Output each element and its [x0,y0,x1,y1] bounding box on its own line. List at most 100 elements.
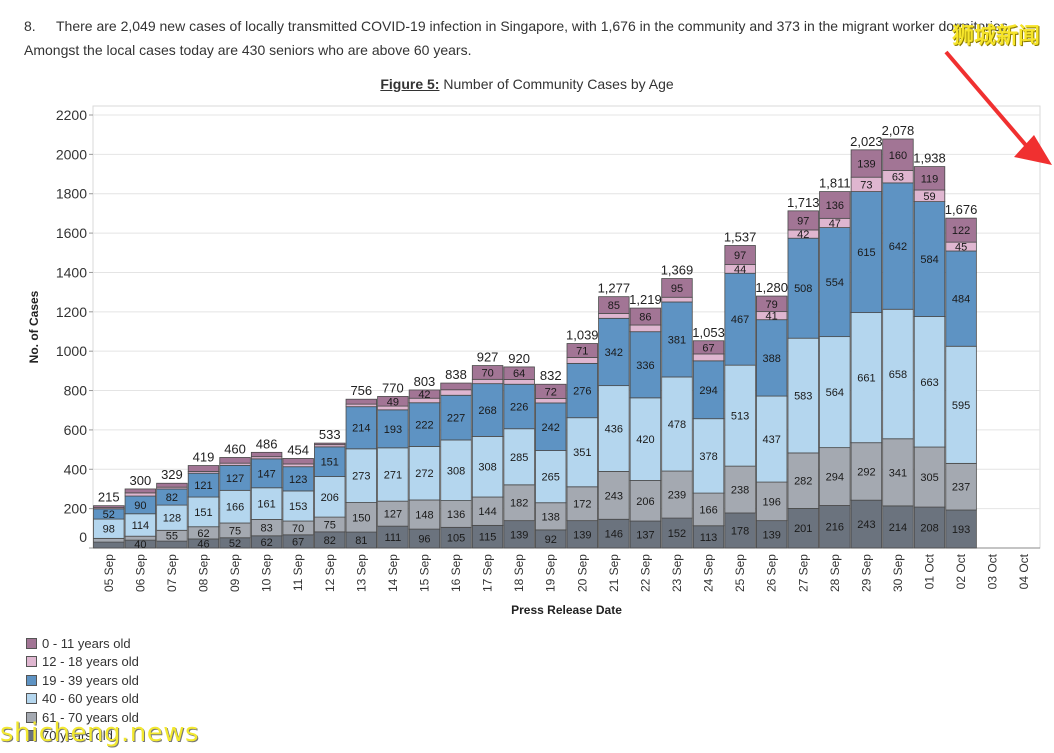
y-tick-label: 1400 [56,264,87,280]
x-tick-label: 01 Oct [923,553,937,589]
x-tick-label: 16 Sep [449,554,463,592]
bar-segment [819,191,851,219]
segment-label: 178 [731,525,749,537]
x-tick-label: 27 Sep [796,554,810,592]
segment-label: 75 [229,525,241,537]
watermark-top: 狮城新闻 [951,24,1040,49]
bar-segment [598,296,630,314]
x-tick-label: 17 Sep [481,554,495,592]
segment-label: 153 [289,501,307,513]
article-paragraph: 8. There are 2,049 new cases of locally t… [24,14,1034,62]
y-tick-label: 600 [64,422,88,438]
bar-segment [219,457,251,464]
figure-label: Figure 5: [380,76,440,92]
legend-label: 12 - 18 years old [42,654,139,670]
legend-swatch [26,656,37,668]
segment-label: 82 [324,535,336,547]
bar-segment [661,517,693,549]
y-tick-label: 1600 [56,225,87,241]
segment-label: 41 [766,311,778,323]
segment-label: 342 [605,347,623,359]
segment-label: 150 [352,512,370,524]
segment-label: 508 [794,283,812,295]
segment-label: 121 [194,480,212,492]
bar-total-label: 832 [540,368,562,383]
bar-total-label: 1,039 [566,328,599,343]
arrow-shaft [944,50,1032,152]
bar-segment [819,227,851,338]
segment-label: 96 [418,534,430,546]
bar-segment [566,343,598,358]
segment-label: 47 [829,218,841,230]
x-tick-label: 18 Sep [512,554,526,592]
bar-segment [282,463,314,468]
bar-segment [345,406,377,450]
x-tick-label: 22 Sep [638,554,652,592]
y-tick-label: 1800 [56,186,87,202]
bar-segment [661,376,693,472]
segment-label: 182 [510,498,528,510]
bar-segment [471,383,504,437]
bar-segment [850,191,883,314]
x-tick-label: 25 Sep [733,554,747,592]
segment-label: 554 [826,277,844,289]
bar-segment [314,442,346,446]
x-tick-label: 10 Sep [260,554,274,592]
segment-label: 166 [226,502,244,514]
bar-segment [756,319,788,397]
segment-label: 42 [797,229,809,241]
segment-label: 206 [636,496,654,508]
bar-segment [535,402,567,451]
segment-label: 208 [920,523,938,535]
bar-total-label: 803 [414,374,436,389]
segment-label: 127 [384,509,402,521]
segment-label: 52 [103,509,115,521]
bar-segment [724,512,756,549]
x-tick-label: 19 Sep [544,554,558,592]
bar-segment [535,383,567,399]
bar-segment [566,520,598,549]
segment-label: 196 [763,496,781,508]
legend-swatch [26,637,37,649]
segment-label: 294 [699,385,717,397]
segment-label: 206 [321,492,339,504]
segment-label: 113 [700,532,718,544]
segment-label: 146 [605,529,623,541]
figure-caption: Number of Community Cases by Age [443,76,674,92]
segment-label: 172 [573,499,591,511]
bar-total-label: 1,280 [755,280,788,295]
segment-label: 193 [384,424,402,436]
segment-label: 308 [478,462,496,474]
bar-segment [219,464,251,491]
bar-total-label: 1,537 [724,229,757,244]
bar-segment [345,502,377,533]
bar-segment [124,488,157,494]
bar-segment [93,505,125,509]
segment-label: 294 [826,472,844,484]
bar-segment [471,496,504,526]
segment-label: 70 [481,367,493,379]
x-tick-label: 09 Sep [228,554,242,592]
segment-label: 123 [289,474,307,486]
bar-segment [598,312,630,319]
bar-total-label: 1,676 [945,202,978,217]
segment-label: 75 [324,519,336,531]
y-axis-label: No. of Cases [27,290,41,363]
segment-label: 139 [857,159,875,171]
bar-total-label: 920 [508,351,530,366]
segment-label: 70 [292,523,304,535]
bar-segment [692,353,725,362]
segment-label: 79 [766,299,778,311]
segment-label: 583 [794,391,812,403]
bar-segment [661,278,693,298]
bar-segment [408,389,441,399]
bar-segment [566,486,598,522]
bar-segment [629,307,662,326]
bar-segment [535,450,567,504]
bar-segment [377,500,409,527]
bar-segment [724,272,756,366]
segment-label: 308 [447,465,465,477]
y-tick-label: 800 [64,383,88,399]
bar-segment [661,470,693,519]
segment-label: 114 [132,520,150,532]
